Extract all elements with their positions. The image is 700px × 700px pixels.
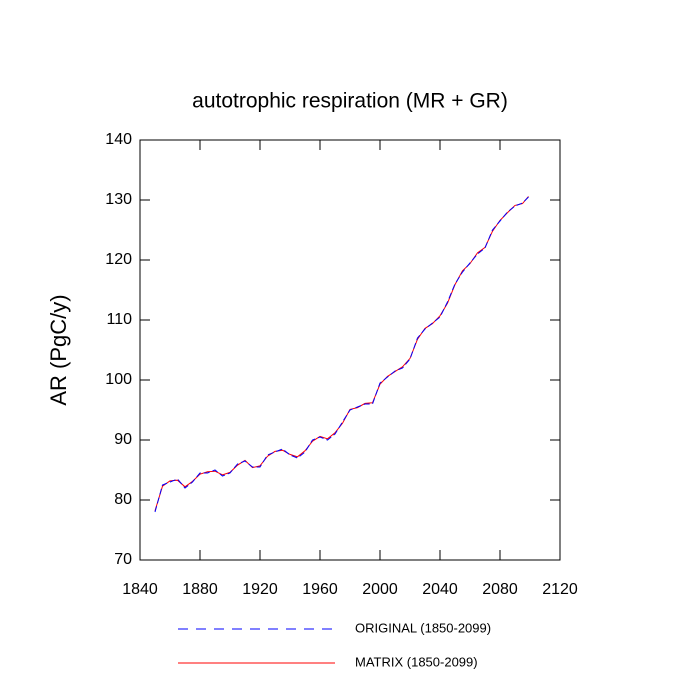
series-line	[154, 196, 529, 511]
y-tick-label: 130	[105, 191, 132, 208]
x-tick-label: 1840	[122, 581, 158, 598]
x-tick-label: 2000	[362, 581, 398, 598]
x-tick-label: 1880	[182, 581, 218, 598]
x-tick-label: 1920	[242, 581, 278, 598]
legend-label: MATRIX (1850-2099)	[355, 654, 478, 669]
plot-frame	[139, 139, 561, 561]
x-tick-label: 2120	[542, 581, 578, 598]
chart-title: autotrophic respiration (MR + GR)	[192, 90, 508, 113]
y-axis-label: AR (PgC/y)	[46, 294, 71, 405]
x-tick-label: 2080	[482, 581, 518, 598]
x-tick-label: 1960	[302, 581, 338, 598]
y-tick-label: 90	[114, 431, 132, 448]
y-tick-label: 120	[105, 251, 132, 268]
y-tick-label: 100	[105, 371, 132, 388]
legend-label: ORIGINAL (1850-2099)	[355, 620, 491, 635]
x-tick-label: 2040	[422, 581, 458, 598]
y-tick-label: 140	[105, 131, 132, 148]
y-tick-label: 80	[114, 491, 132, 508]
y-tick-label: 110	[106, 311, 132, 328]
y-tick-label: 70	[114, 551, 132, 568]
series-line	[154, 196, 529, 513]
